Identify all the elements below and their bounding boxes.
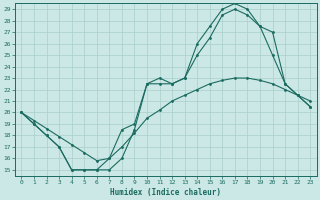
X-axis label: Humidex (Indice chaleur): Humidex (Indice chaleur) bbox=[110, 188, 221, 197]
